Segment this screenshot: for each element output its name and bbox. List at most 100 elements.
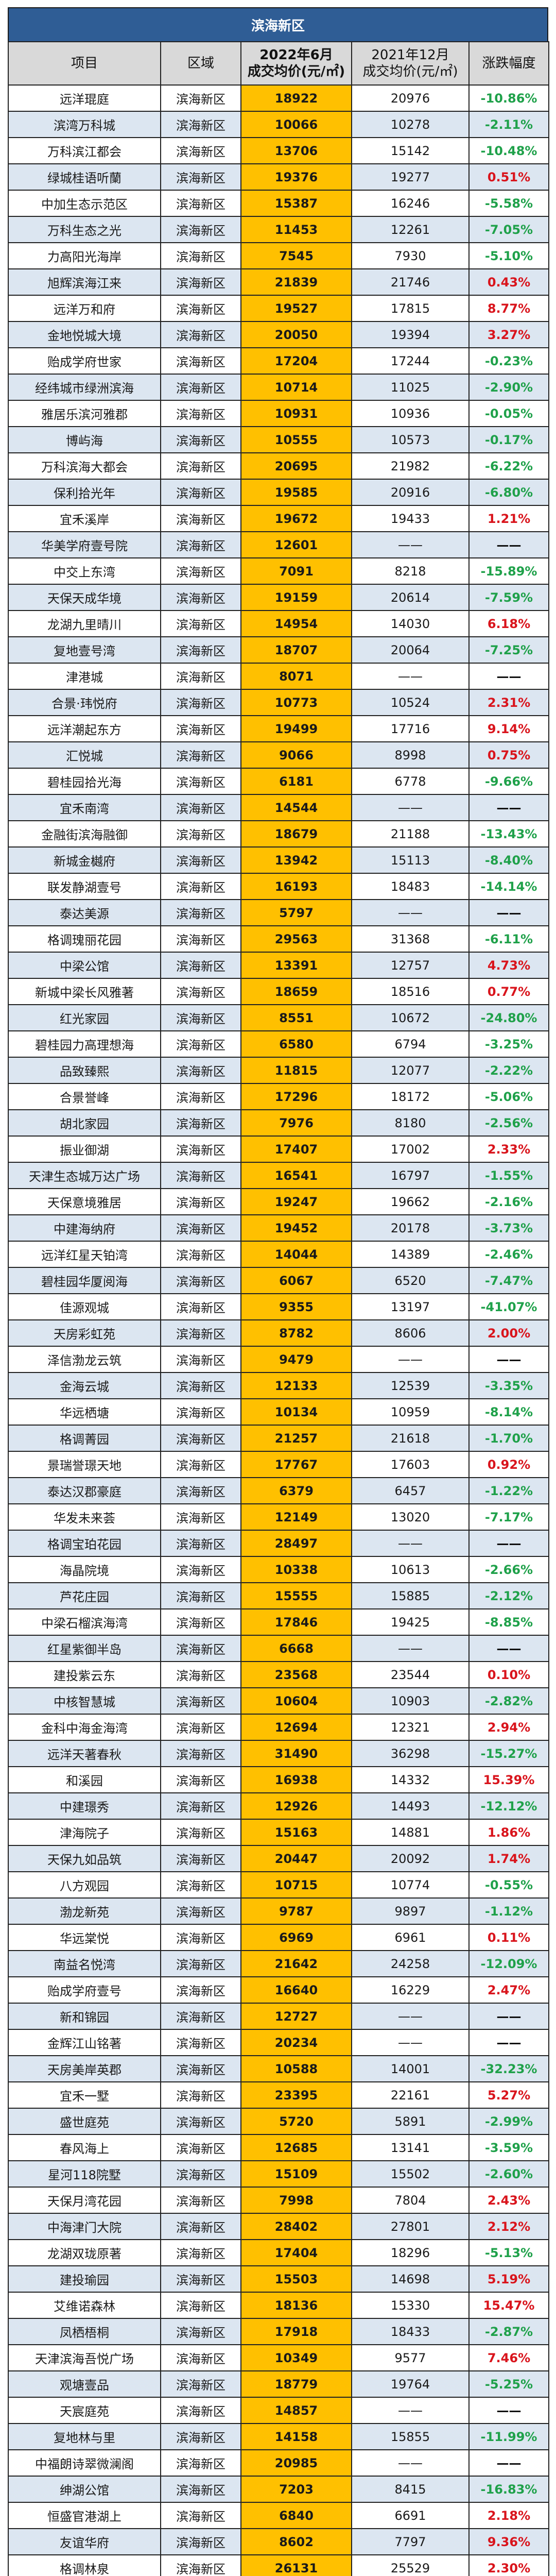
- cell-region: 滨海新区: [160, 2554, 241, 2576]
- cell-change: 0.75%: [468, 741, 549, 769]
- cell-project: 龙湖双珑原著: [8, 2239, 161, 2266]
- cell-price-2021-12: 7930: [351, 242, 470, 269]
- cell-price-2022-06: 10715: [240, 1871, 352, 1899]
- cell-change: ——: [468, 2003, 549, 2030]
- cell-price-2022-06: 10714: [240, 374, 352, 401]
- cell-region: 滨海新区: [160, 1372, 241, 1399]
- cell-change: -7.17%: [468, 1503, 549, 1531]
- cell-change: 2.00%: [468, 1319, 549, 1347]
- cell-price-2021-12: 8415: [351, 2476, 470, 2503]
- header-price-2022-06: 2022年6月 成交均价(元/㎡): [240, 41, 352, 86]
- cell-region: 滨海新区: [160, 1897, 241, 1925]
- table-row: 经纬城市绿洲滨海 滨海新区 10714 11025 -2.90%: [8, 374, 549, 401]
- cell-price-2022-06: 19527: [240, 295, 352, 322]
- cell-project: 中福朗诗翠微澜阁: [8, 2449, 161, 2477]
- cell-project: 天保意境雅居: [8, 1188, 161, 1215]
- cell-price-2021-12: 16229: [351, 1976, 470, 2004]
- cell-change: -2.99%: [468, 2108, 549, 2135]
- cell-project: 星河118院墅: [8, 2160, 161, 2188]
- cell-price-2022-06: 9355: [240, 1293, 352, 1320]
- cell-price-2021-12: 24258: [351, 1950, 470, 1977]
- cell-price-2021-12: 20092: [351, 1845, 470, 1872]
- cell-change: -5.10%: [468, 242, 549, 269]
- cell-project: 合景·玮悦府: [8, 689, 161, 716]
- cell-price-2022-06: 20447: [240, 1845, 352, 1872]
- cell-change: -7.25%: [468, 636, 549, 664]
- cell-project: 华远棠悦: [8, 1924, 161, 1951]
- cell-project: 华美学府壹号院: [8, 531, 161, 558]
- cell-price-2021-12: ——: [351, 2029, 470, 2056]
- table-row: 贻成学府世家 滨海新区 17204 17244 -0.23%: [8, 347, 549, 375]
- cell-price-2021-12: 21982: [351, 452, 470, 480]
- cell-region: 滨海新区: [160, 1319, 241, 1347]
- cell-project: 新城中梁长风雅著: [8, 978, 161, 1005]
- cell-change: -3.59%: [468, 2134, 549, 2161]
- table-row: 碧桂园力高理想海 滨海新区 6580 6794 -3.25%: [8, 1030, 549, 1058]
- cell-price-2022-06: 28402: [240, 2213, 352, 2240]
- cell-change: -10.48%: [468, 137, 549, 164]
- cell-region: 滨海新区: [160, 663, 241, 690]
- table-row: 中建璟秀 滨海新区 12926 14493 -12.12%: [8, 1792, 549, 1820]
- table-row: 渤龙新苑 滨海新区 9787 9897 -1.12%: [8, 1897, 549, 1925]
- cell-project: 碧桂园力高理想海: [8, 1030, 161, 1058]
- cell-change: 4.73%: [468, 952, 549, 979]
- table-row: 金融街滨海融御 滨海新区 18679 21188 -13.43%: [8, 820, 549, 848]
- cell-price-2022-06: 17407: [240, 1136, 352, 1163]
- cell-region: 滨海新区: [160, 1608, 241, 1636]
- cell-change: -2.82%: [468, 1687, 549, 1715]
- cell-change: 2.30%: [468, 2554, 549, 2576]
- cell-change: -2.56%: [468, 1109, 549, 1137]
- cell-region: 滨海新区: [160, 137, 241, 164]
- cell-price-2021-12: 14332: [351, 1766, 470, 1793]
- cell-price-2022-06: 6379: [240, 1477, 352, 1504]
- cell-project: 格调瑰丽花园: [8, 925, 161, 953]
- cell-price-2022-06: 17918: [240, 2318, 352, 2345]
- cell-price-2022-06: 13942: [240, 846, 352, 874]
- cell-change: 0.92%: [468, 1451, 549, 1478]
- cell-price-2022-06: 12685: [240, 2134, 352, 2161]
- cell-price-2021-12: 15502: [351, 2160, 470, 2188]
- cell-change: -7.47%: [468, 1267, 549, 1294]
- cell-project: 南益名悦湾: [8, 1950, 161, 1977]
- cell-price-2022-06: 14544: [240, 794, 352, 821]
- cell-region: 滨海新区: [160, 242, 241, 269]
- cell-region: 滨海新区: [160, 925, 241, 953]
- cell-region: 滨海新区: [160, 2003, 241, 2030]
- cell-region: 滨海新区: [160, 1004, 241, 1031]
- cell-change: -24.80%: [468, 1004, 549, 1031]
- cell-project: 宜禾溪岸: [8, 505, 161, 532]
- cell-change: -7.05%: [468, 216, 549, 243]
- cell-price-2021-12: 20064: [351, 636, 470, 664]
- cell-price-2021-12: 8606: [351, 1319, 470, 1347]
- cell-change: -16.83%: [468, 2476, 549, 2503]
- cell-price-2022-06: 9787: [240, 1897, 352, 1925]
- cell-price-2022-06: 10338: [240, 1556, 352, 1583]
- table-row: 格调宝珀花园 滨海新区 28497 —— ——: [8, 1530, 549, 1557]
- cell-project: 津海院子: [8, 1819, 161, 1846]
- cell-price-2022-06: 14857: [240, 2397, 352, 2424]
- cell-price-2022-06: 31490: [240, 1740, 352, 1767]
- cell-price-2022-06: 11453: [240, 216, 352, 243]
- table-row: 景瑞誉璟天地 滨海新区 17767 17603 0.92%: [8, 1451, 549, 1478]
- cell-change: 1.86%: [468, 1819, 549, 1846]
- cell-price-2021-12: 17244: [351, 347, 470, 375]
- table-row: 艾维诺森林 滨海新区 18136 15330 15.47%: [8, 2292, 549, 2319]
- cell-price-2021-12: 13197: [351, 1293, 470, 1320]
- cell-region: 滨海新区: [160, 1346, 241, 1373]
- table-row: 振业御湖 滨海新区 17407 17002 2.33%: [8, 1136, 549, 1163]
- table-body: 远洋琨庭 滨海新区 18922 20976 -10.86% 滨湾万科城 滨海新区 10066 1…: [8, 84, 549, 2576]
- cell-region: 滨海新区: [160, 636, 241, 664]
- cell-region: 滨海新区: [160, 689, 241, 716]
- table-row: 保利拾光年 滨海新区 19585 20916 -6.80%: [8, 479, 549, 506]
- table-row: 远洋万和府 滨海新区 19527 17815 8.77%: [8, 295, 549, 322]
- cell-price-2022-06: 18922: [240, 84, 352, 112]
- cell-region: 滨海新区: [160, 1950, 241, 1977]
- cell-price-2022-06: 19376: [240, 163, 352, 191]
- cell-price-2021-12: 10774: [351, 1871, 470, 1899]
- cell-price-2021-12: 10672: [351, 1004, 470, 1031]
- cell-project: 中交上东湾: [8, 557, 161, 585]
- cell-price-2022-06: 5797: [240, 899, 352, 926]
- cell-region: 滨海新区: [160, 1030, 241, 1058]
- cell-project: 新城金樾府: [8, 846, 161, 874]
- cell-project: 金地悦城大境: [8, 321, 161, 348]
